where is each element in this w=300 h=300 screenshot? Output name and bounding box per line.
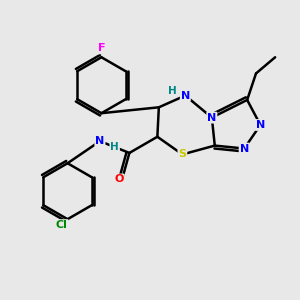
Text: N: N	[95, 136, 105, 146]
Text: N: N	[240, 143, 249, 154]
Text: F: F	[98, 44, 105, 53]
Text: Cl: Cl	[56, 220, 68, 230]
Text: O: O	[114, 174, 124, 184]
Text: N: N	[256, 120, 265, 130]
Text: N: N	[181, 91, 190, 100]
Text: H: H	[110, 142, 119, 152]
Text: N: N	[207, 112, 217, 123]
Text: H: H	[168, 86, 176, 96]
Text: S: S	[178, 149, 186, 159]
